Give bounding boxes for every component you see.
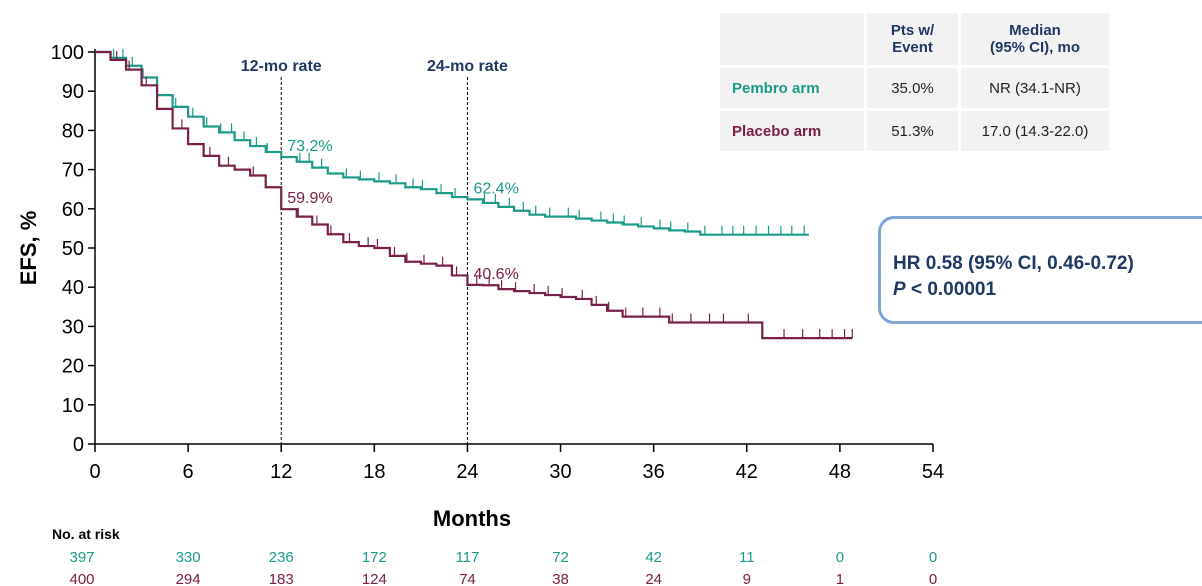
rate-label: 40.6% bbox=[473, 266, 518, 283]
at-risk-table: No. at risk 397 330 236 172 117 72 42 11 0 0 400 294… bbox=[52, 526, 937, 586]
y-tick-label: 40 bbox=[62, 277, 84, 299]
at-risk-value: 397 bbox=[69, 549, 94, 566]
x-axis-title: Months bbox=[433, 506, 511, 531]
at-risk-value: 400 bbox=[69, 571, 94, 586]
summary-row-pembro: Pembro arm 35.0% NR (34.1-NR) bbox=[720, 68, 1109, 108]
at-risk-value: 1 bbox=[836, 571, 844, 586]
at-risk-value: 11 bbox=[739, 549, 755, 566]
rate-annotations: 73.2% 62.4% 59.9% 40.6% bbox=[287, 138, 519, 283]
at-risk-value: 236 bbox=[269, 549, 294, 566]
at-risk-value: 74 bbox=[459, 571, 476, 586]
pts-event-line1: Pts w/ bbox=[890, 22, 935, 39]
y-tick-label: 80 bbox=[62, 120, 84, 142]
y-axis-title: EFS, % bbox=[16, 211, 41, 286]
y-tick-label: 100 bbox=[51, 42, 84, 64]
at-risk-value: 24 bbox=[645, 571, 662, 586]
rate-label: 62.4% bbox=[473, 180, 518, 197]
summary-header-pts-event: Pts w/ Event bbox=[867, 13, 958, 65]
x-tick-label: 24 bbox=[456, 461, 478, 483]
y-tick-label: 30 bbox=[62, 316, 84, 338]
reference-label: 24-mo rate bbox=[427, 58, 508, 75]
at-risk-value: 0 bbox=[836, 549, 844, 566]
p-value-text: P < 0.00001 bbox=[893, 279, 996, 301]
reference-lines: 12-mo rate 24-mo rate bbox=[241, 58, 508, 444]
at-risk-title: No. at risk bbox=[52, 526, 120, 542]
x-tick-label: 42 bbox=[736, 461, 758, 483]
p-value: < 0.00001 bbox=[905, 279, 997, 300]
median-placebo: 17.0 (14.3-22.0) bbox=[961, 111, 1109, 151]
at-risk-value: 38 bbox=[552, 571, 569, 586]
median-line2: (95% CI), mo bbox=[989, 39, 1080, 56]
at-risk-value: 294 bbox=[176, 571, 201, 586]
km-curve bbox=[95, 50, 853, 340]
reference-label: 12-mo rate bbox=[241, 58, 322, 75]
y-tick-label: 60 bbox=[62, 199, 84, 221]
median-pembro: NR (34.1-NR) bbox=[961, 68, 1109, 108]
x-tick-label: 36 bbox=[643, 461, 665, 483]
arm-label-placebo: Placebo arm bbox=[720, 111, 864, 151]
x-tick-label: 0 bbox=[89, 461, 100, 483]
x-tick-label: 54 bbox=[922, 461, 944, 483]
km-curve bbox=[95, 50, 809, 236]
summary-header-median: Median (95% CI), mo bbox=[961, 13, 1109, 65]
y-tick-label: 10 bbox=[62, 395, 84, 417]
y-tick-label: 0 bbox=[73, 434, 84, 456]
hazard-ratio-text: HR 0.58 (95% CI, 0.46-0.72) bbox=[893, 253, 1134, 274]
at-risk-value: 330 bbox=[176, 549, 201, 566]
at-risk-value: 117 bbox=[455, 549, 479, 566]
summary-header-row: Pts w/ Event Median (95% CI), mo bbox=[720, 13, 1109, 65]
rate-label: 59.9% bbox=[287, 190, 332, 207]
pts-event-line2: Event bbox=[892, 39, 933, 56]
survival-curves bbox=[95, 48, 853, 340]
at-risk-value: 172 bbox=[362, 549, 387, 566]
summary-table: Pts w/ Event Median (95% CI), mo Pembro … bbox=[717, 10, 1112, 154]
summary-row-placebo: Placebo arm 51.3% 17.0 (14.3-22.0) bbox=[720, 111, 1109, 151]
summary-header-blank bbox=[720, 13, 864, 65]
arm-label-pembro: Pembro arm bbox=[720, 68, 864, 108]
p-symbol: P bbox=[893, 279, 906, 300]
median-line1: Median bbox=[1009, 22, 1061, 39]
y-tick-label: 50 bbox=[62, 238, 84, 260]
rate-label: 73.2% bbox=[287, 138, 332, 155]
pts-event-pembro: 35.0% bbox=[867, 68, 958, 108]
x-tick-label: 6 bbox=[183, 461, 194, 483]
x-tick-label: 30 bbox=[549, 461, 571, 483]
y-tick-label: 20 bbox=[62, 356, 84, 378]
y-tick-label: 90 bbox=[62, 81, 84, 103]
at-risk-value: 0 bbox=[929, 549, 937, 566]
at-risk-value: 183 bbox=[269, 571, 294, 586]
hazard-ratio-box: HR 0.58 (95% CI, 0.46-0.72) P < 0.00001 bbox=[878, 216, 1202, 324]
axes: 0 10 20 30 40 50 60 70 80 90 100 0 6 12 18 24 30 36 42 48 54… bbox=[16, 42, 944, 531]
x-tick-label: 12 bbox=[270, 461, 292, 483]
y-tick-label: 70 bbox=[62, 160, 84, 182]
pts-event-placebo: 51.3% bbox=[867, 111, 958, 151]
at-risk-value: 0 bbox=[929, 571, 937, 586]
at-risk-value: 42 bbox=[645, 549, 662, 566]
at-risk-value: 124 bbox=[362, 571, 387, 586]
at-risk-value: 72 bbox=[552, 549, 569, 566]
at-risk-value: 9 bbox=[743, 571, 751, 586]
x-tick-label: 18 bbox=[363, 461, 385, 483]
x-tick-label: 48 bbox=[829, 461, 851, 483]
